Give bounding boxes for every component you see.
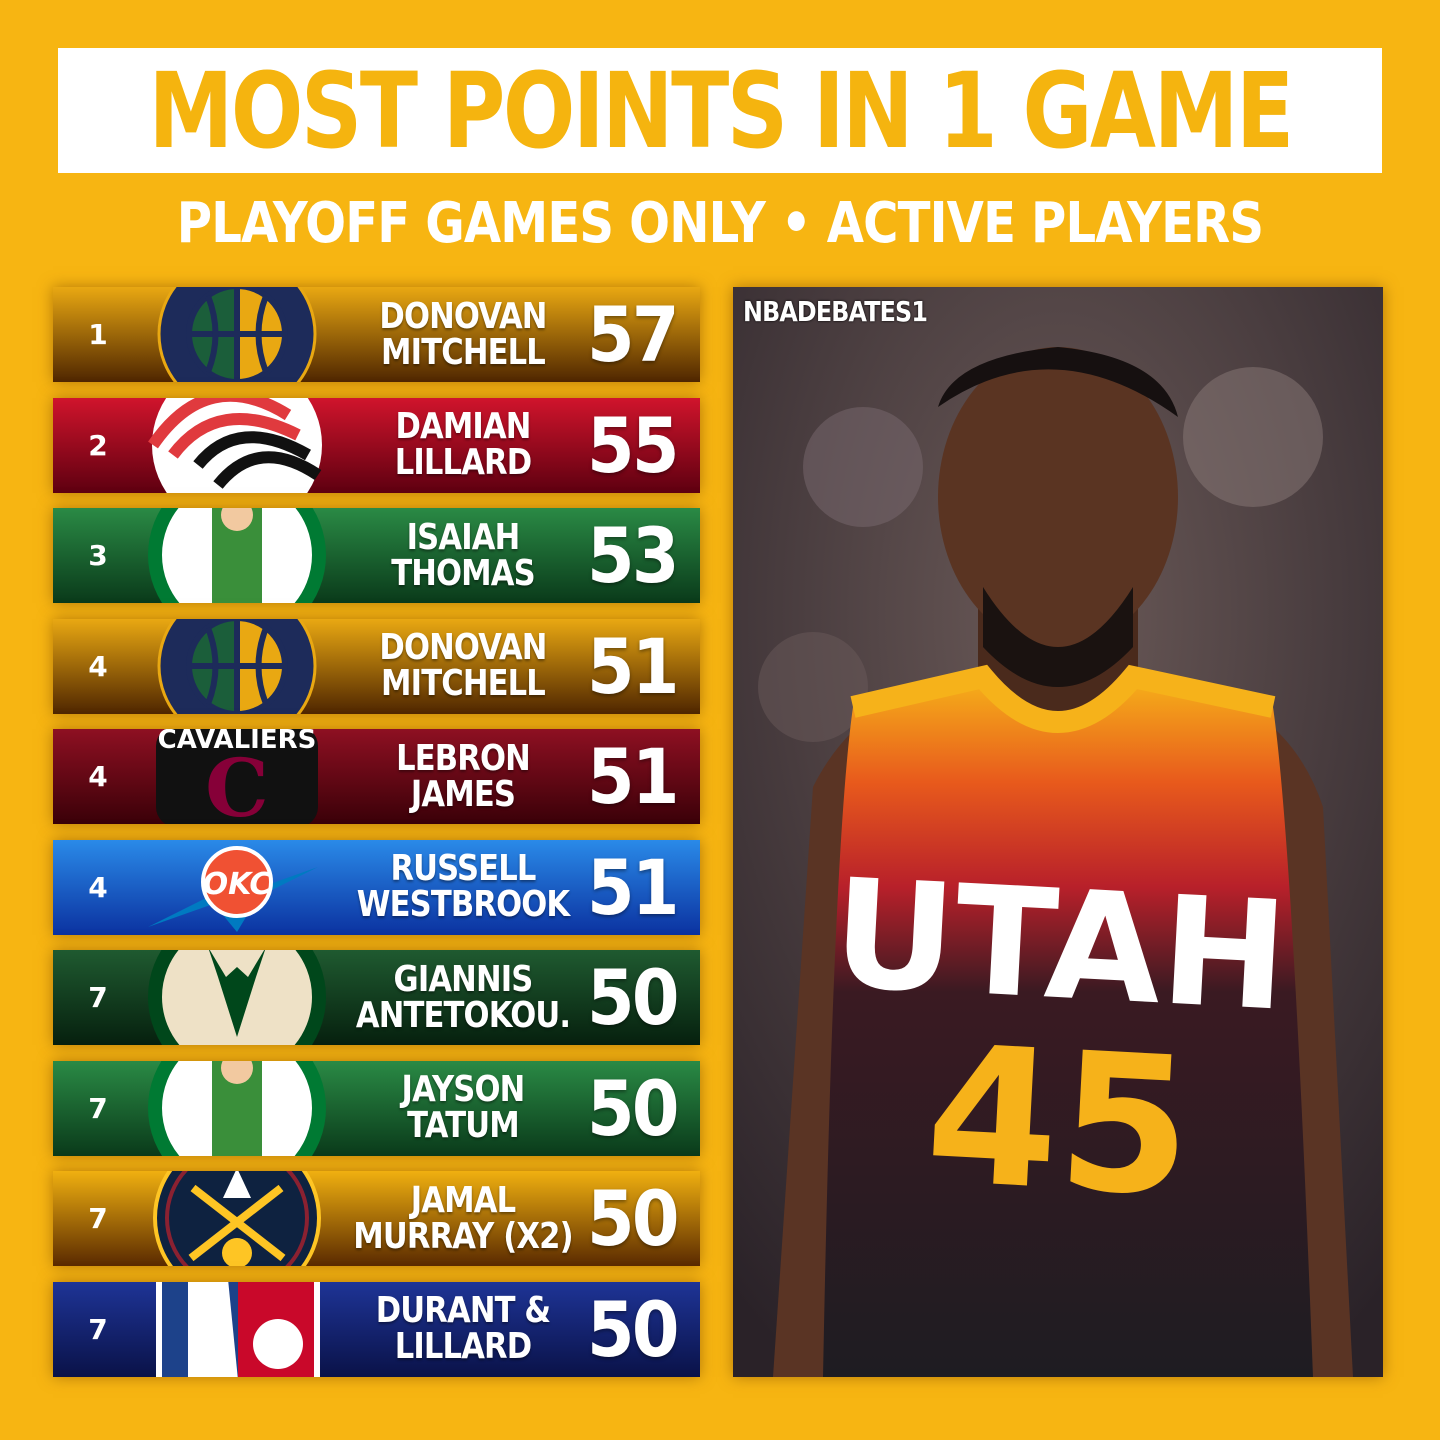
- player-name: RUSSELL WESTBROOK: [357, 840, 570, 935]
- bucks-logo-icon: [148, 950, 326, 1045]
- player-name-line2: MITCHELL: [381, 663, 546, 704]
- player-name-line1: ISAIAH: [406, 516, 521, 558]
- page-title: MOST POINTS IN 1 GAME: [148, 49, 1294, 172]
- points: 50: [587, 1284, 679, 1374]
- player-name-line2: WESTBROOK: [356, 884, 570, 925]
- rank: 1: [88, 318, 108, 351]
- points: 50: [587, 1174, 679, 1263]
- points: 57: [587, 290, 679, 379]
- ranking-row: 4 OKC RUSSELL WESTBROOK 51: [53, 839, 700, 935]
- svg-text:CAVALIERS: CAVALIERS: [158, 729, 317, 755]
- player-name: DURANT & LILLARD: [357, 1282, 570, 1377]
- player-name-line1: JAYSON: [401, 1069, 526, 1110]
- points: 51: [587, 842, 679, 932]
- svg-text:OKC: OKC: [203, 867, 272, 902]
- ranking-row: 7 DURANT & LILLARD 50: [53, 1281, 700, 1377]
- points: 51: [587, 732, 679, 821]
- player-name-line2: LILLARD: [394, 1326, 532, 1367]
- player-name-line2: TATUM: [407, 1105, 520, 1146]
- player-name-line1: RUSSELL: [390, 848, 536, 889]
- player-name: JAYSON TATUM: [357, 1061, 570, 1156]
- celtics-logo-icon: [148, 1060, 326, 1156]
- player-name-line1: LEBRON: [396, 737, 531, 779]
- svg-text:C: C: [205, 741, 269, 824]
- points: 50: [587, 1063, 679, 1153]
- ranking-row: 3 ISAIAH THOMAS 53: [53, 508, 700, 603]
- rank: 7: [88, 1202, 108, 1235]
- nuggets-logo-icon: [153, 1171, 321, 1266]
- title-banner: MOST POINTS IN 1 GAME: [58, 48, 1382, 173]
- subtitle: PLAYOFF GAMES ONLY • ACTIVE PLAYERS: [176, 191, 1264, 256]
- ranking-row: 1 DONOVAN MITCHELL 57: [53, 287, 700, 382]
- points: 51: [587, 621, 679, 711]
- nba-logo-icon: [156, 1281, 320, 1377]
- ranking-row: 7 GIANNIS ANTETOKOU. 50: [53, 950, 700, 1045]
- player-name-line1: JAMAL: [410, 1179, 516, 1221]
- player-photo: UTAH 45 NBADEBATES1: [733, 287, 1383, 1377]
- points: 55: [587, 400, 679, 490]
- player-name: GIANNIS ANTETOKOU.: [355, 950, 571, 1045]
- jazz-logo-icon: [157, 287, 317, 382]
- player-name-line1: DONOVAN: [379, 295, 547, 337]
- ranking-row: 4 DONOVAN MITCHELL 51: [53, 618, 700, 714]
- ranking-row: 4 CAVALIERS C LEBRON JAMES 51: [53, 729, 700, 824]
- rank: 4: [88, 760, 108, 793]
- player-name: JAMAL MURRAY (X2): [353, 1171, 573, 1266]
- player-name-line1: GIANNIS: [393, 958, 534, 1000]
- points: 50: [587, 953, 679, 1042]
- player-name-line1: DURANT &: [375, 1290, 551, 1331]
- player-name-line1: DAMIAN: [395, 406, 531, 447]
- player-name-line1: DONOVAN: [379, 627, 547, 668]
- rank: 7: [88, 1312, 108, 1346]
- ranking-row: 7 JAYSON TATUM 50: [53, 1060, 700, 1156]
- player-name: DONOVAN MITCHELL: [357, 619, 570, 714]
- thunder-logo-icon: OKC: [148, 845, 318, 932]
- jersey-number: 45: [921, 1004, 1197, 1239]
- player-name: DAMIAN LILLARD: [357, 398, 570, 493]
- player-name-line2: LILLARD: [394, 442, 532, 483]
- jersey-text: UTAH: [829, 847, 1292, 1045]
- player-name: ISAIAH THOMAS: [357, 508, 570, 603]
- player-name: DONOVAN MITCHELL: [357, 287, 570, 382]
- celtics-logo-icon: [148, 508, 326, 603]
- rank: 4: [88, 870, 108, 904]
- rankings-list: 1 DONOVAN MITCHELL 57 2 DAMIAN LILLARD 55 3 …: [53, 287, 700, 1392]
- player-image: UTAH 45: [733, 287, 1383, 1377]
- player-name-line2: MITCHELL: [381, 331, 546, 373]
- blazers-logo-icon: [148, 397, 322, 493]
- player-name-line2: ANTETOKOU.: [355, 994, 571, 1036]
- rank: 3: [88, 539, 108, 572]
- ranking-row: 7 JAMAL MURRAY (X2) 50: [53, 1171, 700, 1266]
- rank: 7: [88, 981, 108, 1014]
- ranking-row: 2 DAMIAN LILLARD 55: [53, 397, 700, 493]
- rank: 4: [88, 649, 108, 683]
- player-name: LEBRON JAMES: [357, 729, 570, 824]
- points: 53: [587, 511, 679, 600]
- jazz-logo-icon: [157, 618, 317, 714]
- rank: 2: [88, 428, 108, 462]
- player-name-line2: MURRAY (X2): [353, 1215, 573, 1257]
- rank: 7: [88, 1091, 108, 1125]
- watermark: NBADEBATES1: [743, 295, 928, 328]
- player-name-line2: JAMES: [410, 773, 516, 815]
- player-name-line2: THOMAS: [391, 552, 535, 594]
